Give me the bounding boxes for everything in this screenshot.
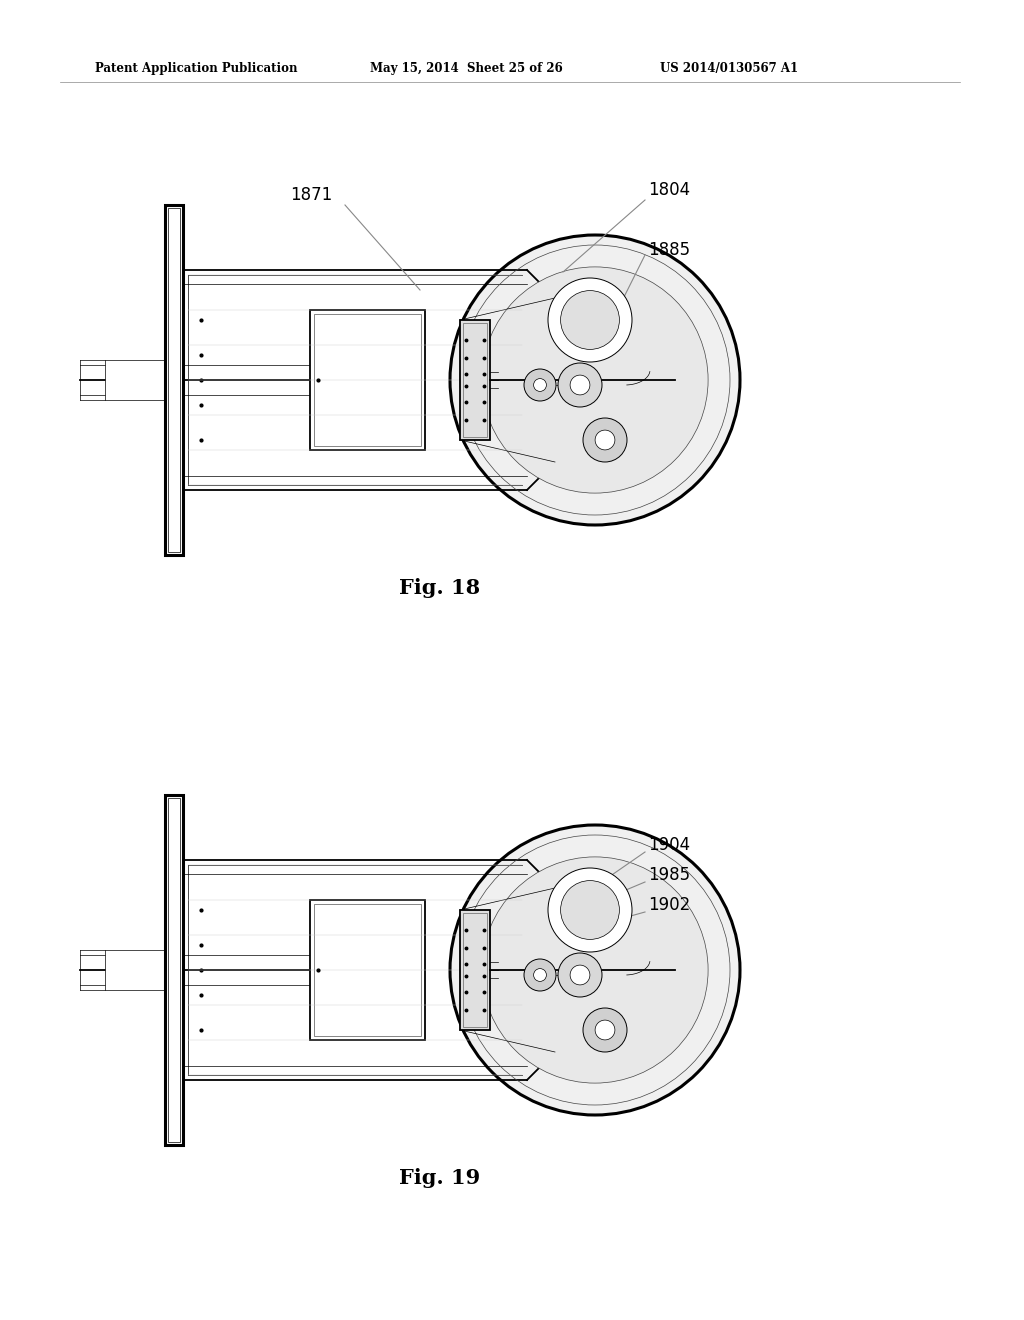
Text: May 15, 2014  Sheet 25 of 26: May 15, 2014 Sheet 25 of 26 — [370, 62, 563, 75]
Text: 1804: 1804 — [648, 181, 690, 199]
Circle shape — [570, 965, 590, 985]
Bar — [168, 209, 180, 552]
Bar — [460, 319, 490, 440]
Circle shape — [560, 880, 620, 940]
Bar — [165, 795, 183, 1144]
Circle shape — [548, 279, 632, 362]
Text: 1902: 1902 — [648, 896, 690, 913]
Bar — [460, 909, 490, 1030]
Text: Fig. 19: Fig. 19 — [399, 1168, 480, 1188]
Circle shape — [595, 430, 614, 450]
Circle shape — [595, 1020, 614, 1040]
Circle shape — [558, 953, 602, 997]
Circle shape — [570, 375, 590, 395]
Circle shape — [482, 857, 709, 1084]
Circle shape — [583, 418, 627, 462]
Bar — [314, 904, 421, 1036]
Text: Patent Application Publication: Patent Application Publication — [95, 62, 298, 75]
Bar — [463, 913, 487, 1027]
Text: US 2014/0130567 A1: US 2014/0130567 A1 — [660, 62, 798, 75]
Circle shape — [450, 235, 740, 525]
Text: Fig. 18: Fig. 18 — [399, 578, 480, 598]
Circle shape — [560, 290, 620, 350]
Bar — [463, 323, 487, 437]
Text: 1985: 1985 — [648, 866, 690, 884]
Circle shape — [524, 960, 556, 991]
Circle shape — [450, 825, 740, 1115]
Text: 1904: 1904 — [648, 836, 690, 854]
Circle shape — [534, 379, 547, 392]
Bar — [165, 205, 183, 554]
Circle shape — [583, 1008, 627, 1052]
Circle shape — [482, 267, 709, 494]
Circle shape — [534, 969, 547, 981]
Text: 1885: 1885 — [648, 242, 690, 259]
Bar — [314, 314, 421, 446]
Circle shape — [524, 370, 556, 401]
Bar — [105, 950, 165, 990]
Bar — [310, 900, 425, 1040]
Bar — [105, 360, 165, 400]
Bar — [310, 310, 425, 450]
Bar — [168, 799, 180, 1142]
Text: 1871: 1871 — [290, 186, 332, 205]
Circle shape — [558, 363, 602, 407]
Circle shape — [548, 869, 632, 952]
